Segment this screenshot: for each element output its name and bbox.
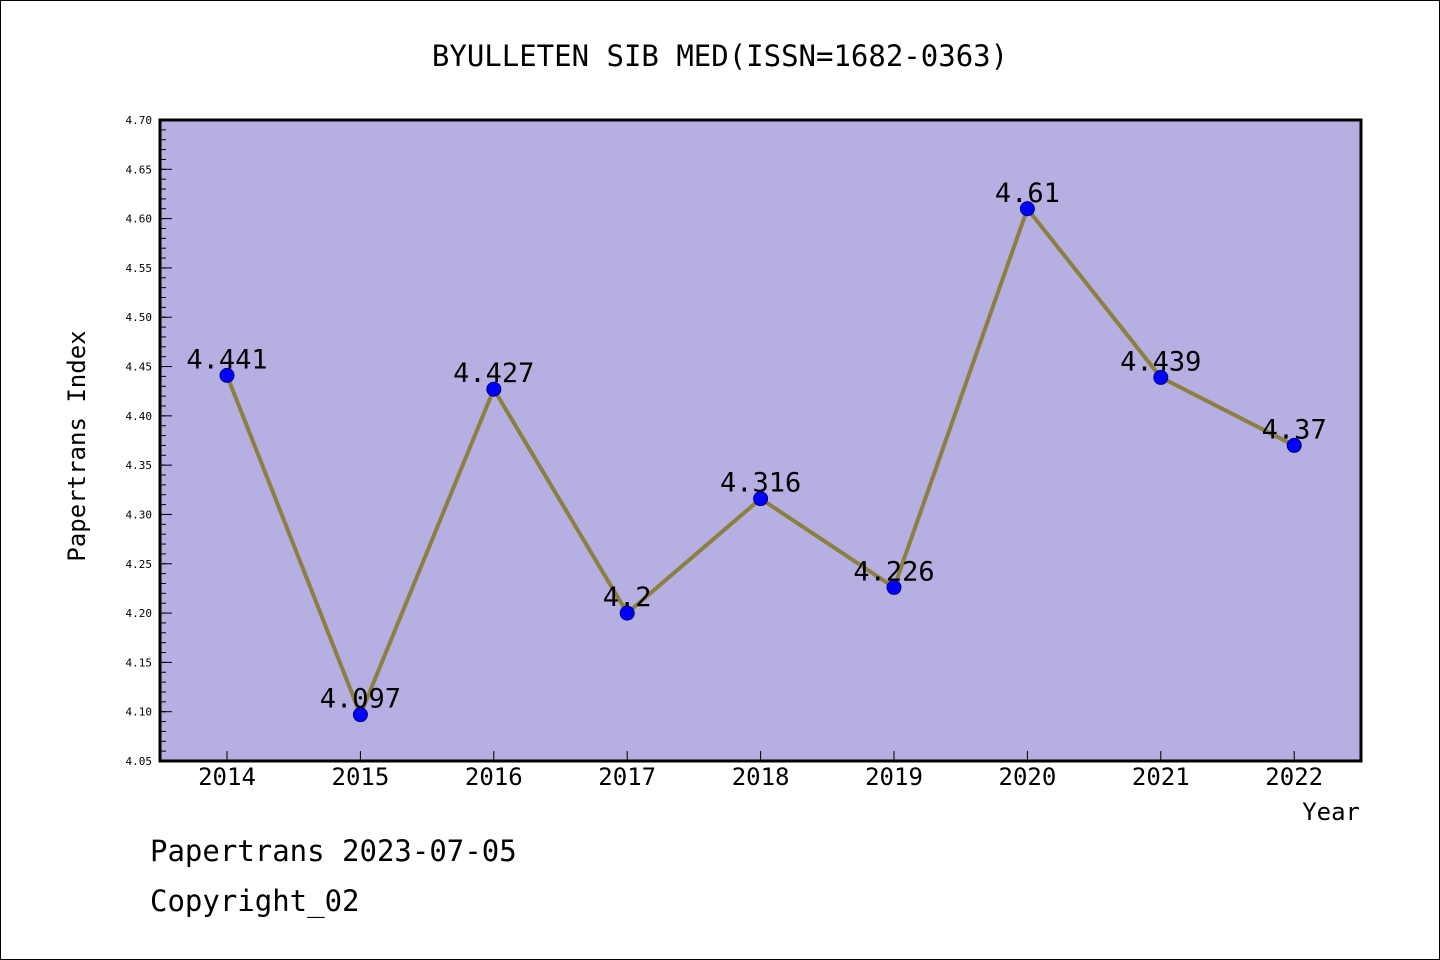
y-tick-label: 4.20 xyxy=(126,607,153,620)
x-tick-label: 2015 xyxy=(332,763,390,791)
data-value-label: 4.226 xyxy=(853,556,934,587)
x-axis-ticks: 2014 2015 2016 2017 2018 2019 2020 2021 2022 xyxy=(198,751,1323,791)
data-value-label: 4.316 xyxy=(720,468,801,499)
data-point-marker xyxy=(1286,437,1302,453)
data-value-label: 4.61 xyxy=(995,178,1060,209)
data-point-marker xyxy=(886,579,902,595)
y-axis-ticks: 4.05 4.10 4.15 4.20 4.25 4.30 4.35 4.40 4.45 4.50… xyxy=(126,114,172,768)
data-value-label: 4.37 xyxy=(1262,414,1327,445)
y-tick-label: 4.60 xyxy=(126,213,153,226)
y-tick-label: 4.40 xyxy=(126,410,153,423)
data-point-marker xyxy=(352,707,368,723)
y-tick-label: 4.35 xyxy=(126,459,153,472)
x-tick-label: 2016 xyxy=(465,763,523,791)
data-value-label: 4.2 xyxy=(603,582,652,613)
data-value-label: 4.441 xyxy=(186,344,267,375)
data-point-marker xyxy=(753,491,769,507)
y-tick-label: 4.70 xyxy=(126,114,153,127)
data-markers xyxy=(219,201,1302,723)
y-tick-label: 4.25 xyxy=(126,558,153,571)
data-point-marker xyxy=(1019,201,1035,217)
x-tick-label: 2019 xyxy=(865,763,923,791)
y-axis-label: Papertrans Index xyxy=(63,330,91,561)
x-tick-label: 2020 xyxy=(999,763,1057,791)
data-value-label: 4.097 xyxy=(320,684,401,715)
footer-date-text: Papertrans 2023-07-05 xyxy=(150,834,517,868)
plot-area xyxy=(160,120,1361,761)
x-tick-label: 2021 xyxy=(1132,763,1190,791)
y-tick-label: 4.45 xyxy=(126,361,153,374)
data-point-marker xyxy=(1153,369,1169,385)
data-point-marker xyxy=(219,367,235,383)
x-tick-label: 2017 xyxy=(598,763,656,791)
y-tick-label: 4.30 xyxy=(126,508,153,521)
plot-border xyxy=(158,118,1363,763)
y-tick-label: 4.55 xyxy=(126,262,153,275)
x-tick-label: 2022 xyxy=(1265,763,1323,791)
y-tick-label: 4.10 xyxy=(126,706,153,719)
data-point-marker xyxy=(486,381,502,397)
data-point-marker xyxy=(619,605,635,621)
data-value-label: 4.439 xyxy=(1120,346,1201,377)
chart-title: BYULLETEN SIB MED(ISSN=1682-0363) xyxy=(432,39,1008,73)
data-value-label: 4.427 xyxy=(453,358,534,389)
y-tick-label: 4.65 xyxy=(126,163,153,176)
y-tick-label: 4.05 xyxy=(126,755,153,768)
data-labels: 4.441 4.097 4.427 4.2 4.316 4.226 4.61 4.439 4.3… xyxy=(186,178,1326,715)
x-tick-label: 2014 xyxy=(198,763,256,791)
x-axis-label: Year xyxy=(1302,798,1360,826)
x-tick-label: 2018 xyxy=(732,763,790,791)
footer-copyright-text: Copyright_02 xyxy=(150,884,360,918)
y-tick-label: 4.15 xyxy=(126,656,153,669)
y-tick-label: 4.50 xyxy=(126,311,153,324)
